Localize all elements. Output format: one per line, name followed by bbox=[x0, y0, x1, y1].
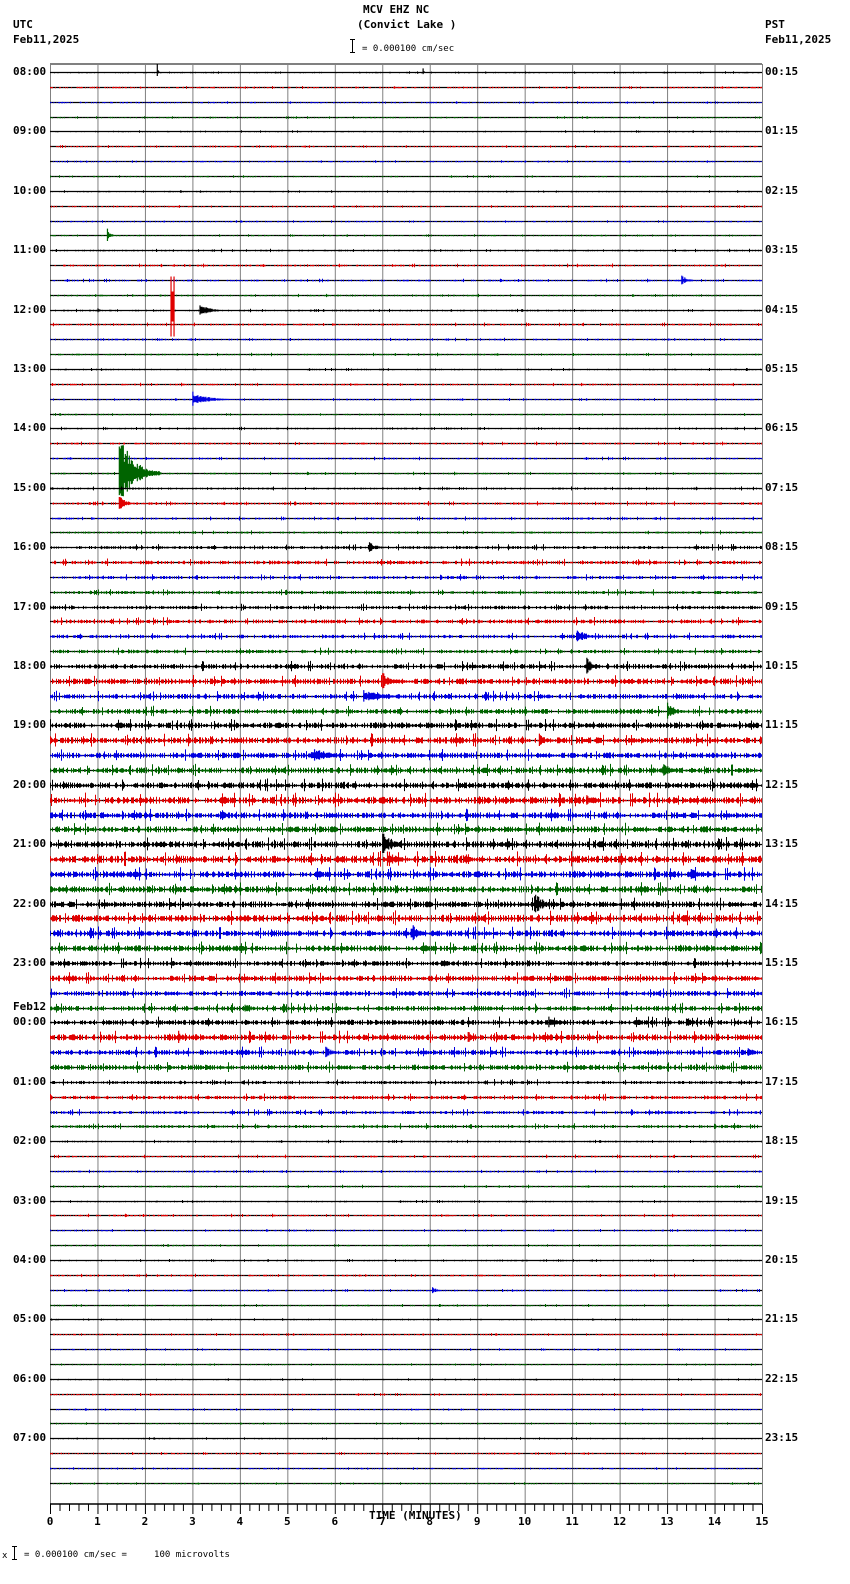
pst-hour-label: 11:15 bbox=[765, 718, 799, 731]
x-tick-label: 10 bbox=[518, 1515, 531, 1528]
utc-hour-label: 01:00 bbox=[13, 1075, 47, 1088]
left-timezone: UTC bbox=[13, 18, 33, 31]
pst-hour-label: 10:15 bbox=[765, 659, 799, 672]
utc-hour-label: 20:00 bbox=[13, 778, 47, 791]
x-axis-title: TIME (MINUTES) bbox=[369, 1509, 462, 1522]
pst-hour-label: 15:15 bbox=[765, 956, 799, 969]
utc-hour-label: 22:00 bbox=[13, 897, 47, 910]
seismogram-plot: 0 1 2 3 4 5 6 7 8 9 10 11 12 13 14 15 bbox=[47, 63, 769, 1528]
pst-hour-label: 07:15 bbox=[765, 481, 799, 494]
x-tick-label: 12 bbox=[613, 1515, 626, 1528]
pst-hour-label: 18:15 bbox=[765, 1134, 799, 1147]
x-tick-label: 9 bbox=[474, 1515, 481, 1528]
station-title: MCV EHZ NC bbox=[363, 3, 430, 16]
utc-hour-label: 19:00 bbox=[13, 718, 47, 731]
utc-hour-label: 10:00 bbox=[13, 184, 47, 197]
pst-hour-label: 23:15 bbox=[765, 1431, 799, 1444]
x-tick-label: 15 bbox=[755, 1515, 768, 1528]
utc-hour-label: 03:00 bbox=[13, 1194, 47, 1207]
pst-hour-label: 06:15 bbox=[765, 421, 799, 434]
utc-hour-label: 07:00 bbox=[13, 1431, 47, 1444]
pst-hour-label: 09:15 bbox=[765, 600, 799, 613]
utc-hour-label: 13:00 bbox=[13, 362, 47, 375]
utc-hour-label: 17:00 bbox=[13, 600, 47, 613]
right-timezone: PST bbox=[765, 18, 785, 31]
utc-hour-label: 11:00 bbox=[13, 243, 47, 256]
right-date: Feb11,2025 bbox=[765, 33, 832, 46]
x-tick-label: 14 bbox=[708, 1515, 722, 1528]
utc-hour-label: 15:00 bbox=[13, 481, 47, 494]
footer-scale-text: = 0.000100 cm/sec = 100 microvolts bbox=[24, 1550, 230, 1560]
pst-hour-label: 05:15 bbox=[765, 362, 799, 375]
x-tick-label: 11 bbox=[566, 1515, 580, 1528]
utc-hour-label: 16:00 bbox=[13, 540, 47, 553]
utc-hour-label: 02:00 bbox=[13, 1134, 47, 1147]
utc-hour-label: 06:00 bbox=[13, 1372, 47, 1385]
footer-prefix: x bbox=[2, 1551, 8, 1561]
pst-hour-label: 03:15 bbox=[765, 243, 799, 256]
utc-hour-label: 00:00 bbox=[13, 1015, 47, 1028]
x-tick-label: 1 bbox=[94, 1515, 101, 1528]
pst-hour-label: 20:15 bbox=[765, 1253, 799, 1266]
x-tick-label: 7 bbox=[379, 1515, 386, 1528]
pst-hour-label: 22:15 bbox=[765, 1372, 799, 1385]
pst-hour-label: 00:15 bbox=[765, 65, 799, 78]
x-tick-label: 8 bbox=[426, 1515, 433, 1528]
pst-hour-label: 04:15 bbox=[765, 303, 799, 316]
utc-hour-label: 23:00 bbox=[13, 956, 47, 969]
pst-hour-label: 16:15 bbox=[765, 1015, 799, 1028]
x-tick-label: 6 bbox=[331, 1515, 338, 1528]
pst-hour-label: 21:15 bbox=[765, 1312, 799, 1325]
x-tick-label: 4 bbox=[237, 1515, 244, 1528]
left-date: Feb11,2025 bbox=[13, 33, 80, 46]
footer-scale-bar-icon bbox=[12, 1546, 17, 1560]
x-tick-label: 5 bbox=[284, 1515, 291, 1528]
x-tick-label: 2 bbox=[142, 1515, 149, 1528]
scale-bar-icon bbox=[350, 39, 355, 53]
x-tick-label: 13 bbox=[660, 1515, 673, 1528]
utc-hour-label: 12:00 bbox=[13, 303, 47, 316]
utc-hour-label: 08:00 bbox=[13, 65, 47, 78]
x-tick-label: 0 bbox=[47, 1515, 54, 1528]
scale-text: = 0.000100 cm/sec bbox=[362, 44, 455, 54]
date-change-label: Feb12 bbox=[13, 1000, 47, 1013]
utc-hour-label: 21:00 bbox=[13, 837, 47, 850]
x-tick-label: 3 bbox=[189, 1515, 196, 1528]
station-location: (Convict Lake ) bbox=[357, 18, 457, 31]
utc-hour-label: 18:00 bbox=[13, 659, 47, 672]
pst-hour-label: 14:15 bbox=[765, 897, 799, 910]
utc-hour-label: 09:00 bbox=[13, 124, 47, 137]
utc-hour-label: 05:00 bbox=[13, 1312, 47, 1325]
pst-hour-label: 17:15 bbox=[765, 1075, 799, 1088]
pst-hour-label: 12:15 bbox=[765, 778, 799, 791]
pst-hour-label: 13:15 bbox=[765, 837, 799, 850]
pst-hour-label: 19:15 bbox=[765, 1194, 799, 1207]
pst-hour-label: 08:15 bbox=[765, 540, 799, 553]
pst-hour-label: 01:15 bbox=[765, 124, 799, 137]
pst-hour-label: 02:15 bbox=[765, 184, 799, 197]
utc-hour-label: 04:00 bbox=[13, 1253, 47, 1266]
utc-hour-label: 14:00 bbox=[13, 421, 47, 434]
